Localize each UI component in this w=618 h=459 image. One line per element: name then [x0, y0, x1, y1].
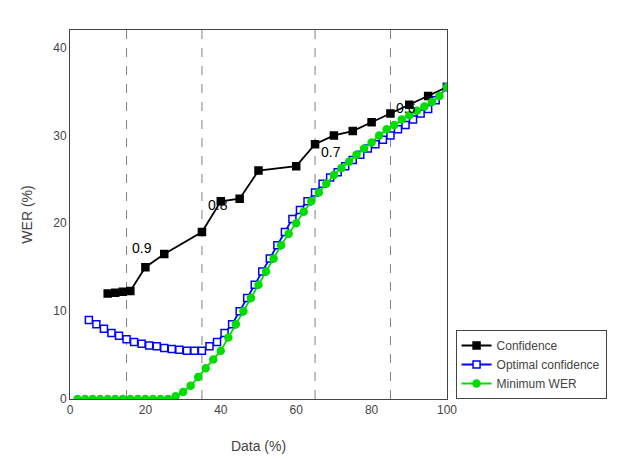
svg-text:0.7: 0.7 — [321, 144, 341, 160]
svg-text:20: 20 — [53, 216, 67, 230]
svg-text:Confidence: Confidence — [497, 339, 558, 353]
svg-text:30: 30 — [53, 129, 67, 143]
svg-text:0.6: 0.6 — [396, 100, 416, 116]
svg-text:Optimal confidence: Optimal confidence — [497, 358, 600, 372]
svg-text:10: 10 — [53, 304, 67, 318]
svg-text:Data (%): Data (%) — [231, 438, 286, 454]
svg-text:0: 0 — [67, 403, 74, 417]
svg-text:40: 40 — [53, 41, 67, 55]
svg-text:0: 0 — [60, 392, 67, 406]
svg-text:0.9: 0.9 — [132, 240, 152, 256]
svg-text:80: 80 — [365, 403, 379, 417]
svg-text:40: 40 — [214, 403, 228, 417]
svg-text:Minimum WER: Minimum WER — [497, 377, 577, 391]
svg-text:20: 20 — [139, 403, 153, 417]
svg-text:60: 60 — [290, 403, 304, 417]
svg-text:WER (%): WER (%) — [19, 185, 35, 243]
svg-text:0.8: 0.8 — [208, 197, 228, 213]
svg-text:100: 100 — [437, 403, 457, 417]
